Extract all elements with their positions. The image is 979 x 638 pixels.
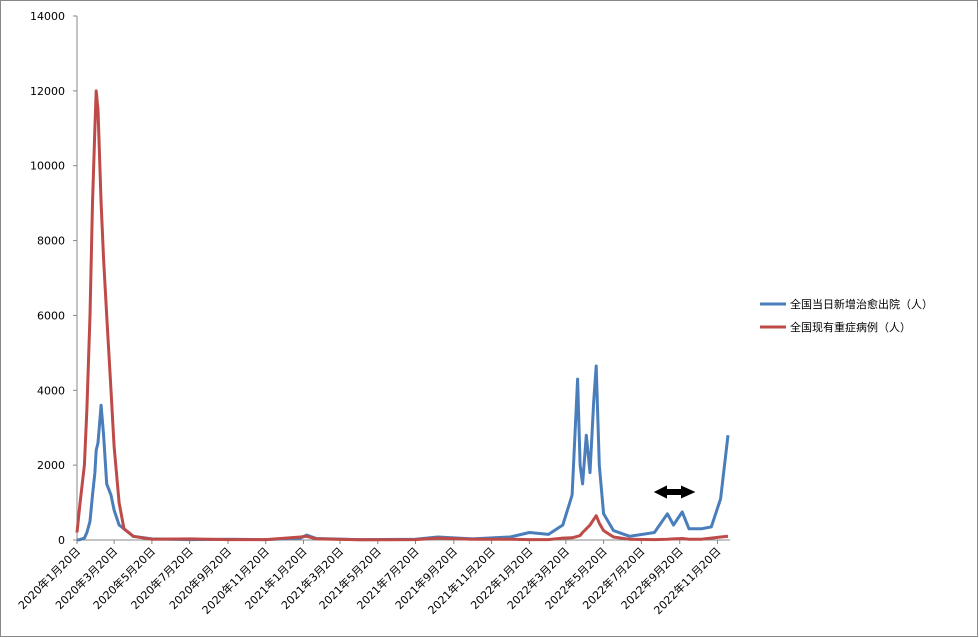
legend-label: 全国当日新增治愈出院（人） bbox=[790, 297, 933, 311]
y-tick-label: 4000 bbox=[37, 384, 65, 397]
y-tick-label: 0 bbox=[58, 534, 65, 547]
y-tick-label: 2000 bbox=[37, 459, 65, 472]
legend-label: 全国现有重症病例（人） bbox=[790, 320, 911, 334]
arrow-annotation bbox=[653, 485, 696, 499]
y-tick-label: 10000 bbox=[30, 160, 65, 173]
series-line bbox=[75, 89, 729, 542]
y-tick-label: 8000 bbox=[37, 235, 65, 248]
y-tick-label: 12000 bbox=[30, 85, 65, 98]
y-tick-label: 14000 bbox=[30, 10, 65, 23]
y-tick-label: 6000 bbox=[37, 309, 65, 322]
